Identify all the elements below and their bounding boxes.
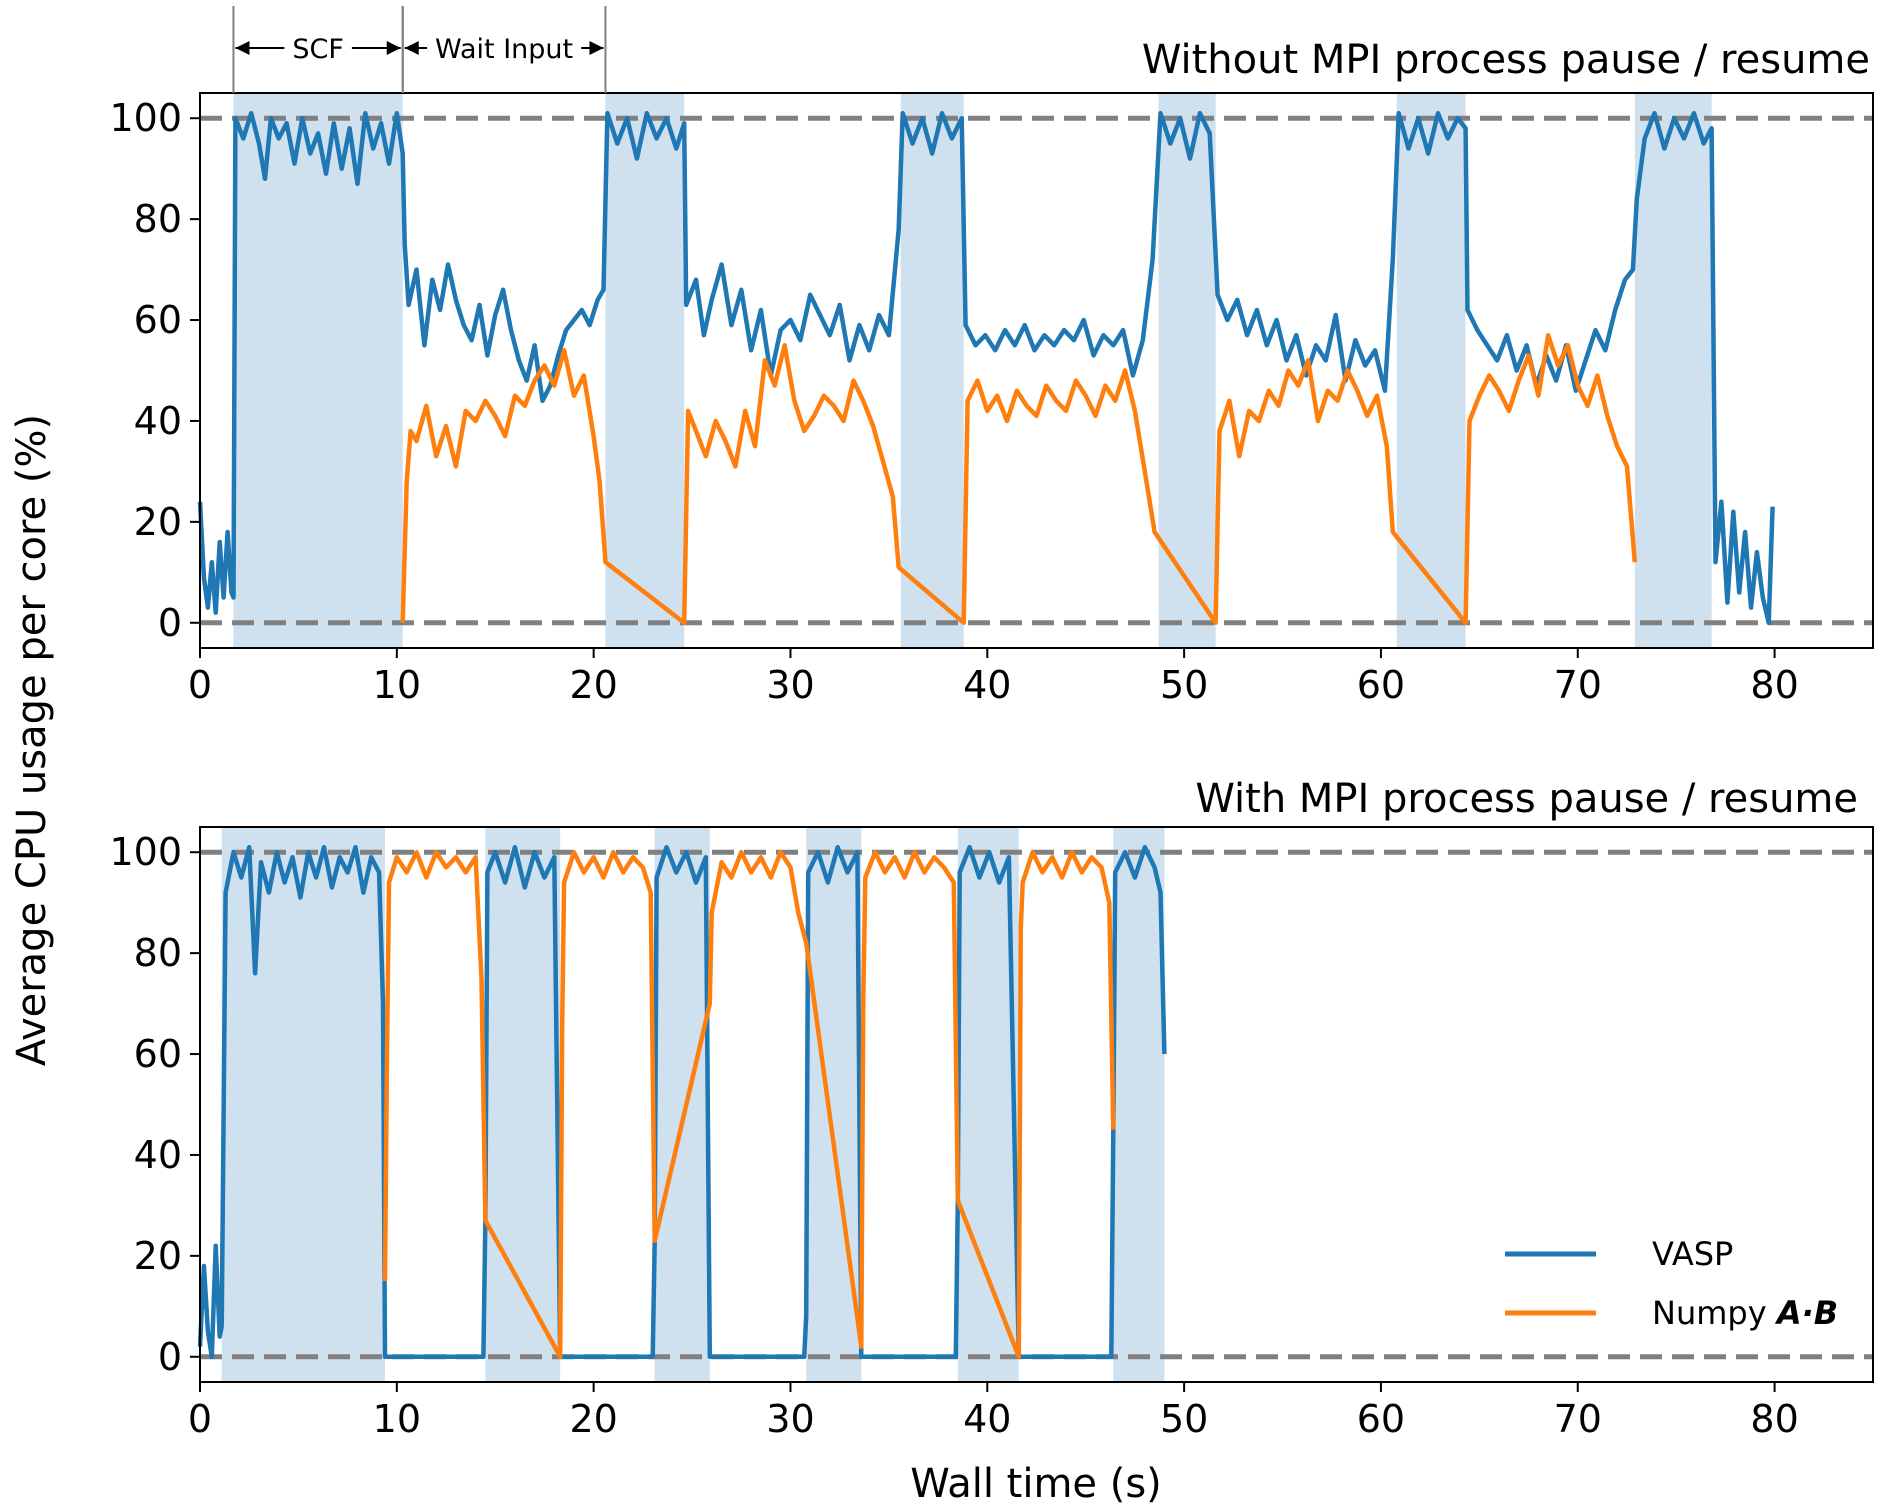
top-axes-frame: [199, 92, 1874, 649]
bottom-ytick-label-80: 80: [134, 931, 182, 975]
top-busy-interval-0: [233, 93, 403, 648]
top-series-lines: [197, 110, 1775, 626]
top-axis-ticks: 0 10 20 30 40 50 60 70 80 0 20 40 60 80 100: [109, 96, 1798, 707]
top-busy-interval-2: [900, 93, 964, 648]
bottom-busy-interval-5: [1113, 827, 1165, 1382]
top-xtick-label-0: 0: [188, 663, 212, 707]
top-ytick-label-80: 80: [134, 197, 182, 241]
top-xtick-label-20: 20: [569, 663, 617, 707]
bottom-ytick-label-100: 100: [109, 830, 182, 874]
annotation-arrowhead-right-0: [386, 41, 401, 55]
annotation-label-1: Wait Input: [435, 34, 573, 65]
bottom-xtick-label-0: 0: [188, 1397, 212, 1441]
bottom-busy-interval-2: [654, 827, 710, 1382]
top-series-numpy-line: [400, 332, 1638, 626]
bottom-ytick-label-40: 40: [134, 1133, 182, 1177]
bottom-xtick-label-50: 50: [1160, 1397, 1208, 1441]
top-ytick-label-20: 20: [134, 500, 182, 544]
top-panel: 0 10 20 30 40 50 60 70 80 0 20 40 60 80 100 Without MP…: [109, 6, 1874, 707]
bottom-busy-interval-0: [221, 827, 386, 1382]
legend-label-numpy: Numpy A·B: [1652, 1294, 1838, 1332]
bottom-ytick-label-60: 60: [134, 1032, 182, 1076]
bottom-axis-ticks: 0 10 20 30 40 50 60 70 80 0 20 40 60 80 100: [109, 830, 1798, 1441]
top-vasp-busy-shading: [233, 93, 1712, 648]
y-axis-label: Average CPU usage per core (%): [9, 414, 55, 1066]
top-xtick-label-60: 60: [1357, 663, 1405, 707]
bottom-xtick-label-40: 40: [963, 1397, 1011, 1441]
bottom-xtick-label-30: 30: [766, 1397, 814, 1441]
annotation-arrowhead-right-1: [589, 41, 604, 55]
legend-label-numpy-text: Numpy: [1652, 1294, 1777, 1332]
bottom-axes-frame: [199, 826, 1874, 1383]
top-reference-lines: [200, 115, 1873, 626]
bottom-ytick-label-0: 0: [158, 1335, 182, 1379]
top-xtick-label-70: 70: [1554, 663, 1602, 707]
bottom-series-vasp-line: [197, 844, 1167, 1360]
top-xtick-label-10: 10: [373, 663, 421, 707]
bottom-series-numpy-line: [382, 849, 1116, 1360]
top-xtick-label-80: 80: [1750, 663, 1798, 707]
annotation-arrowhead-left-1: [404, 41, 419, 55]
top-panel-title: Without MPI process pause / resume: [1142, 37, 1870, 83]
top-series-vasp-line: [197, 110, 1775, 626]
legend-label-vasp: VASP: [1652, 1235, 1733, 1273]
legend-label-numpy-math: A·B: [1774, 1294, 1838, 1332]
bottom-ytick-label-20: 20: [134, 1234, 182, 1278]
bottom-xtick-label-80: 80: [1750, 1397, 1798, 1441]
top-ytick-label-100: 100: [109, 96, 182, 140]
top-phase-annotations: SCF Wait Input: [232, 6, 607, 93]
bottom-xtick-label-20: 20: [569, 1397, 617, 1441]
top-busy-interval-3: [1158, 93, 1216, 648]
legend: VASP Numpy A·B: [1505, 1235, 1838, 1332]
bottom-vasp-busy-shading: [221, 827, 1165, 1382]
bottom-xtick-label-10: 10: [373, 1397, 421, 1441]
bottom-xtick-label-70: 70: [1554, 1397, 1602, 1441]
top-busy-interval-5: [1634, 93, 1712, 648]
bottom-panel: 0 10 20 30 40 50 60 70 80 0 20 40 60 80 100 With MPI p…: [109, 776, 1874, 1441]
top-xtick-label-30: 30: [766, 663, 814, 707]
top-busy-interval-4: [1396, 93, 1466, 648]
top-busy-interval-1: [605, 93, 685, 648]
top-xtick-label-40: 40: [963, 663, 1011, 707]
bottom-busy-interval-1: [485, 827, 561, 1382]
top-ytick-label-0: 0: [158, 601, 182, 645]
bottom-series-lines: [197, 844, 1167, 1360]
bottom-panel-title: With MPI process pause / resume: [1195, 776, 1858, 822]
top-ytick-label-40: 40: [134, 399, 182, 443]
annotation-arrowhead-left-0: [235, 41, 250, 55]
bottom-xtick-label-60: 60: [1357, 1397, 1405, 1441]
top-xtick-label-50: 50: [1160, 663, 1208, 707]
x-axis-label: Wall time (s): [910, 1461, 1162, 1507]
top-ytick-label-60: 60: [134, 298, 182, 342]
annotation-label-0: SCF: [292, 34, 344, 65]
